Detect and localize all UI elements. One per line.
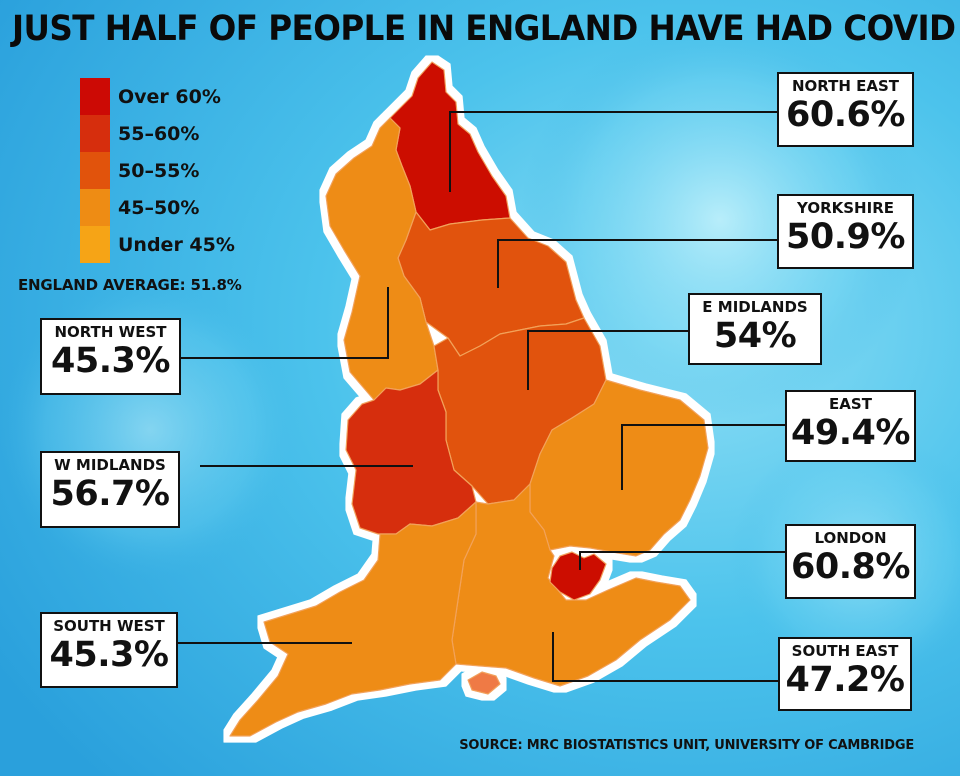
region-value: 60.8% <box>791 547 910 587</box>
region-w-midlands <box>345 369 477 535</box>
callout-yorkshire: YORKSHIRE 50.9% <box>777 194 914 269</box>
region-value: 50.9% <box>786 217 905 257</box>
legend-item: Under 45% <box>80 226 235 263</box>
region-south-west <box>229 501 477 737</box>
source-note: SOURCE: MRC BIOSTATISTICS UNIT, UNIVERSI… <box>459 738 914 753</box>
leader-line-north-east <box>449 111 777 192</box>
region-value: 60.6% <box>786 95 905 135</box>
region-isle-of-wight <box>467 671 501 695</box>
region-name: YORKSHIRE <box>797 199 894 217</box>
legend-label: Under 45% <box>118 233 235 256</box>
region-name: SOUTH EAST <box>791 642 899 660</box>
legend-label: 45–50% <box>118 196 200 219</box>
region-name: LONDON <box>814 529 887 547</box>
region-london <box>549 551 607 601</box>
legend-swatch <box>80 78 110 115</box>
callout-south-east: SOUTH EAST 47.2% <box>778 637 912 711</box>
legend-swatch <box>80 152 110 189</box>
legend-item: 50–55% <box>80 152 235 189</box>
region-name: SOUTH WEST <box>53 617 165 635</box>
region-name: NORTH WEST <box>54 323 167 341</box>
region-value: 56.7% <box>50 474 170 514</box>
callout-east: EAST 49.4% <box>785 390 916 462</box>
leader-line-yorkshire <box>497 239 777 288</box>
leader-line-south-east <box>552 632 778 682</box>
leader-line-east <box>621 424 785 490</box>
region-name: NORTH EAST <box>791 77 900 95</box>
region-name: W MIDLANDS <box>54 456 166 474</box>
callout-north-east: NORTH EAST 60.6% <box>777 72 914 147</box>
region-value: 54% <box>713 316 797 356</box>
region-value: 45.3% <box>51 341 170 381</box>
leader-line-north-west <box>180 287 389 359</box>
legend-swatch <box>80 226 110 263</box>
legend-item: 45–50% <box>80 189 235 226</box>
leader-line-e-midlands <box>527 330 688 390</box>
region-name: E MIDLANDS <box>702 298 808 316</box>
page-title: JUST HALF OF PEOPLE IN ENGLAND HAVE HAD … <box>12 9 956 49</box>
leader-lines <box>165 111 785 682</box>
callout-london: LONDON 60.8% <box>785 524 916 599</box>
leader-line-london <box>579 551 785 570</box>
legend-label: 55–60% <box>118 122 200 145</box>
legend-label: Over 60% <box>118 85 221 108</box>
region-name: EAST <box>829 395 872 413</box>
region-value: 49.4% <box>791 413 910 453</box>
legend-label: 50–55% <box>118 159 200 182</box>
region-value: 47.2% <box>785 660 905 700</box>
legend-swatch <box>80 115 110 152</box>
england-average: ENGLAND AVERAGE: 51.8% <box>18 276 242 294</box>
legend-swatch <box>80 189 110 226</box>
legend: Over 60% 55–60% 50–55% 45–50% Under 45% <box>80 78 235 263</box>
callout-north-west: NORTH WEST 45.3% <box>40 318 181 395</box>
legend-item: Over 60% <box>80 78 235 115</box>
callout-south-west: SOUTH WEST 45.3% <box>40 612 178 688</box>
legend-item: 55–60% <box>80 115 235 152</box>
callout-e-midlands: E MIDLANDS 54% <box>688 293 822 365</box>
region-value: 45.3% <box>49 635 169 675</box>
callout-w-midlands: W MIDLANDS 56.7% <box>40 451 180 528</box>
